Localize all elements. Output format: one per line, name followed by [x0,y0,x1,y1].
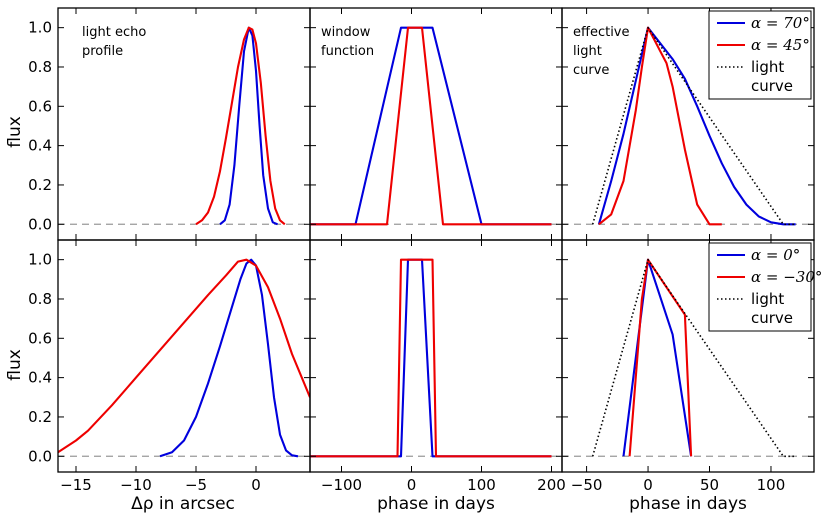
labels-layer: flux flux Δρ in arcsec phase in days pha… [5,116,747,514]
x-tick-label: −5 [185,476,207,494]
x-axis-label-col3: phase in days [629,494,747,514]
legend-entry: α = 70° [751,14,810,32]
legend-entry: curve [751,309,793,327]
legend-entry: light [751,290,784,308]
series-line-light-curve [591,26,796,226]
y-tick-label: 1.0 [28,251,52,269]
y-tick-label: 0.2 [28,408,52,426]
y-tick-label: 0.6 [28,329,52,347]
legend-entry: light [751,58,784,76]
series-line--30- [628,258,693,457]
panel-annotation: function [321,44,374,59]
panel-frame [561,239,815,473]
legend-entry: curve [751,77,793,95]
panel-annotation: window [321,25,371,40]
series-line--30- [310,258,552,458]
legend-entry: α = 0° [751,246,800,264]
y-tick-label: 0.8 [28,58,52,76]
series-line-light-curve [591,258,796,458]
y-tick-label: 0.4 [28,137,52,155]
panel-annotation: curve [573,63,609,78]
x-tick-label: 100 [757,476,786,494]
y-tick-label: 0.0 [28,215,52,233]
panel-annotation: profile [82,44,123,59]
series-line--45- [598,26,722,226]
x-tick-label: 0 [407,476,417,494]
panels-layer: 0.0 0.2 0.4 0.6 0.8 1.0 light echo profile windo… [28,7,822,494]
y-tick-label: 0.6 [28,97,52,115]
panel-annotation: light [573,44,602,59]
panel-annotation: light echo [82,25,146,40]
legend-entry: α = −30° [751,268,822,286]
y-tick-label: 0.8 [28,290,52,308]
x-tick-label: 0 [643,476,653,494]
x-tick-label: −15 [60,476,92,494]
series-line--0- [159,258,299,458]
series-line--45- [195,26,286,226]
x-tick-label: 100 [467,476,496,494]
y-tick-label: 1.0 [28,19,52,37]
series-line--30- [58,258,310,454]
legend-box [708,10,812,100]
series-line--45- [310,26,552,226]
x-axis-label-col1: Δρ in arcsec [131,494,235,514]
series-line--70- [597,26,796,226]
panel-frame [57,7,311,241]
panel-frame [57,239,311,473]
x-tick-label: −10 [120,476,152,494]
series-line--0- [622,258,693,457]
y-tick-label: 0.2 [28,176,52,194]
panel-r1c1: −100 0 100 200 [309,239,566,494]
x-tick-label: −50 [571,476,603,494]
x-tick-label: 200 [537,476,566,494]
y-axis-label-bottom: flux [5,349,25,381]
x-tick-label: 50 [700,476,719,494]
y-tick-label: 0.4 [28,369,52,387]
panel-annotation: effective [573,25,630,40]
series-line--0- [310,258,552,458]
panel-r0c0: 0.0 0.2 0.4 0.6 0.8 1.0 light echo profile [28,7,311,241]
x-tick-label: 0 [251,476,261,494]
panel-r1c0: 0.0 0.2 0.4 0.6 0.8 1.0 −15 −10 −5 0 [28,239,311,494]
legend-box [708,242,812,332]
y-axis-label-top: flux [5,116,25,148]
panel-r0c1: window function [309,7,563,241]
series-line--70- [219,26,279,226]
x-axis-label-col2: phase in days [377,494,495,514]
x-tick-label: −100 [321,476,362,494]
legend-entry: α = 45° [751,36,810,54]
y-tick-label: 0.0 [28,447,52,465]
